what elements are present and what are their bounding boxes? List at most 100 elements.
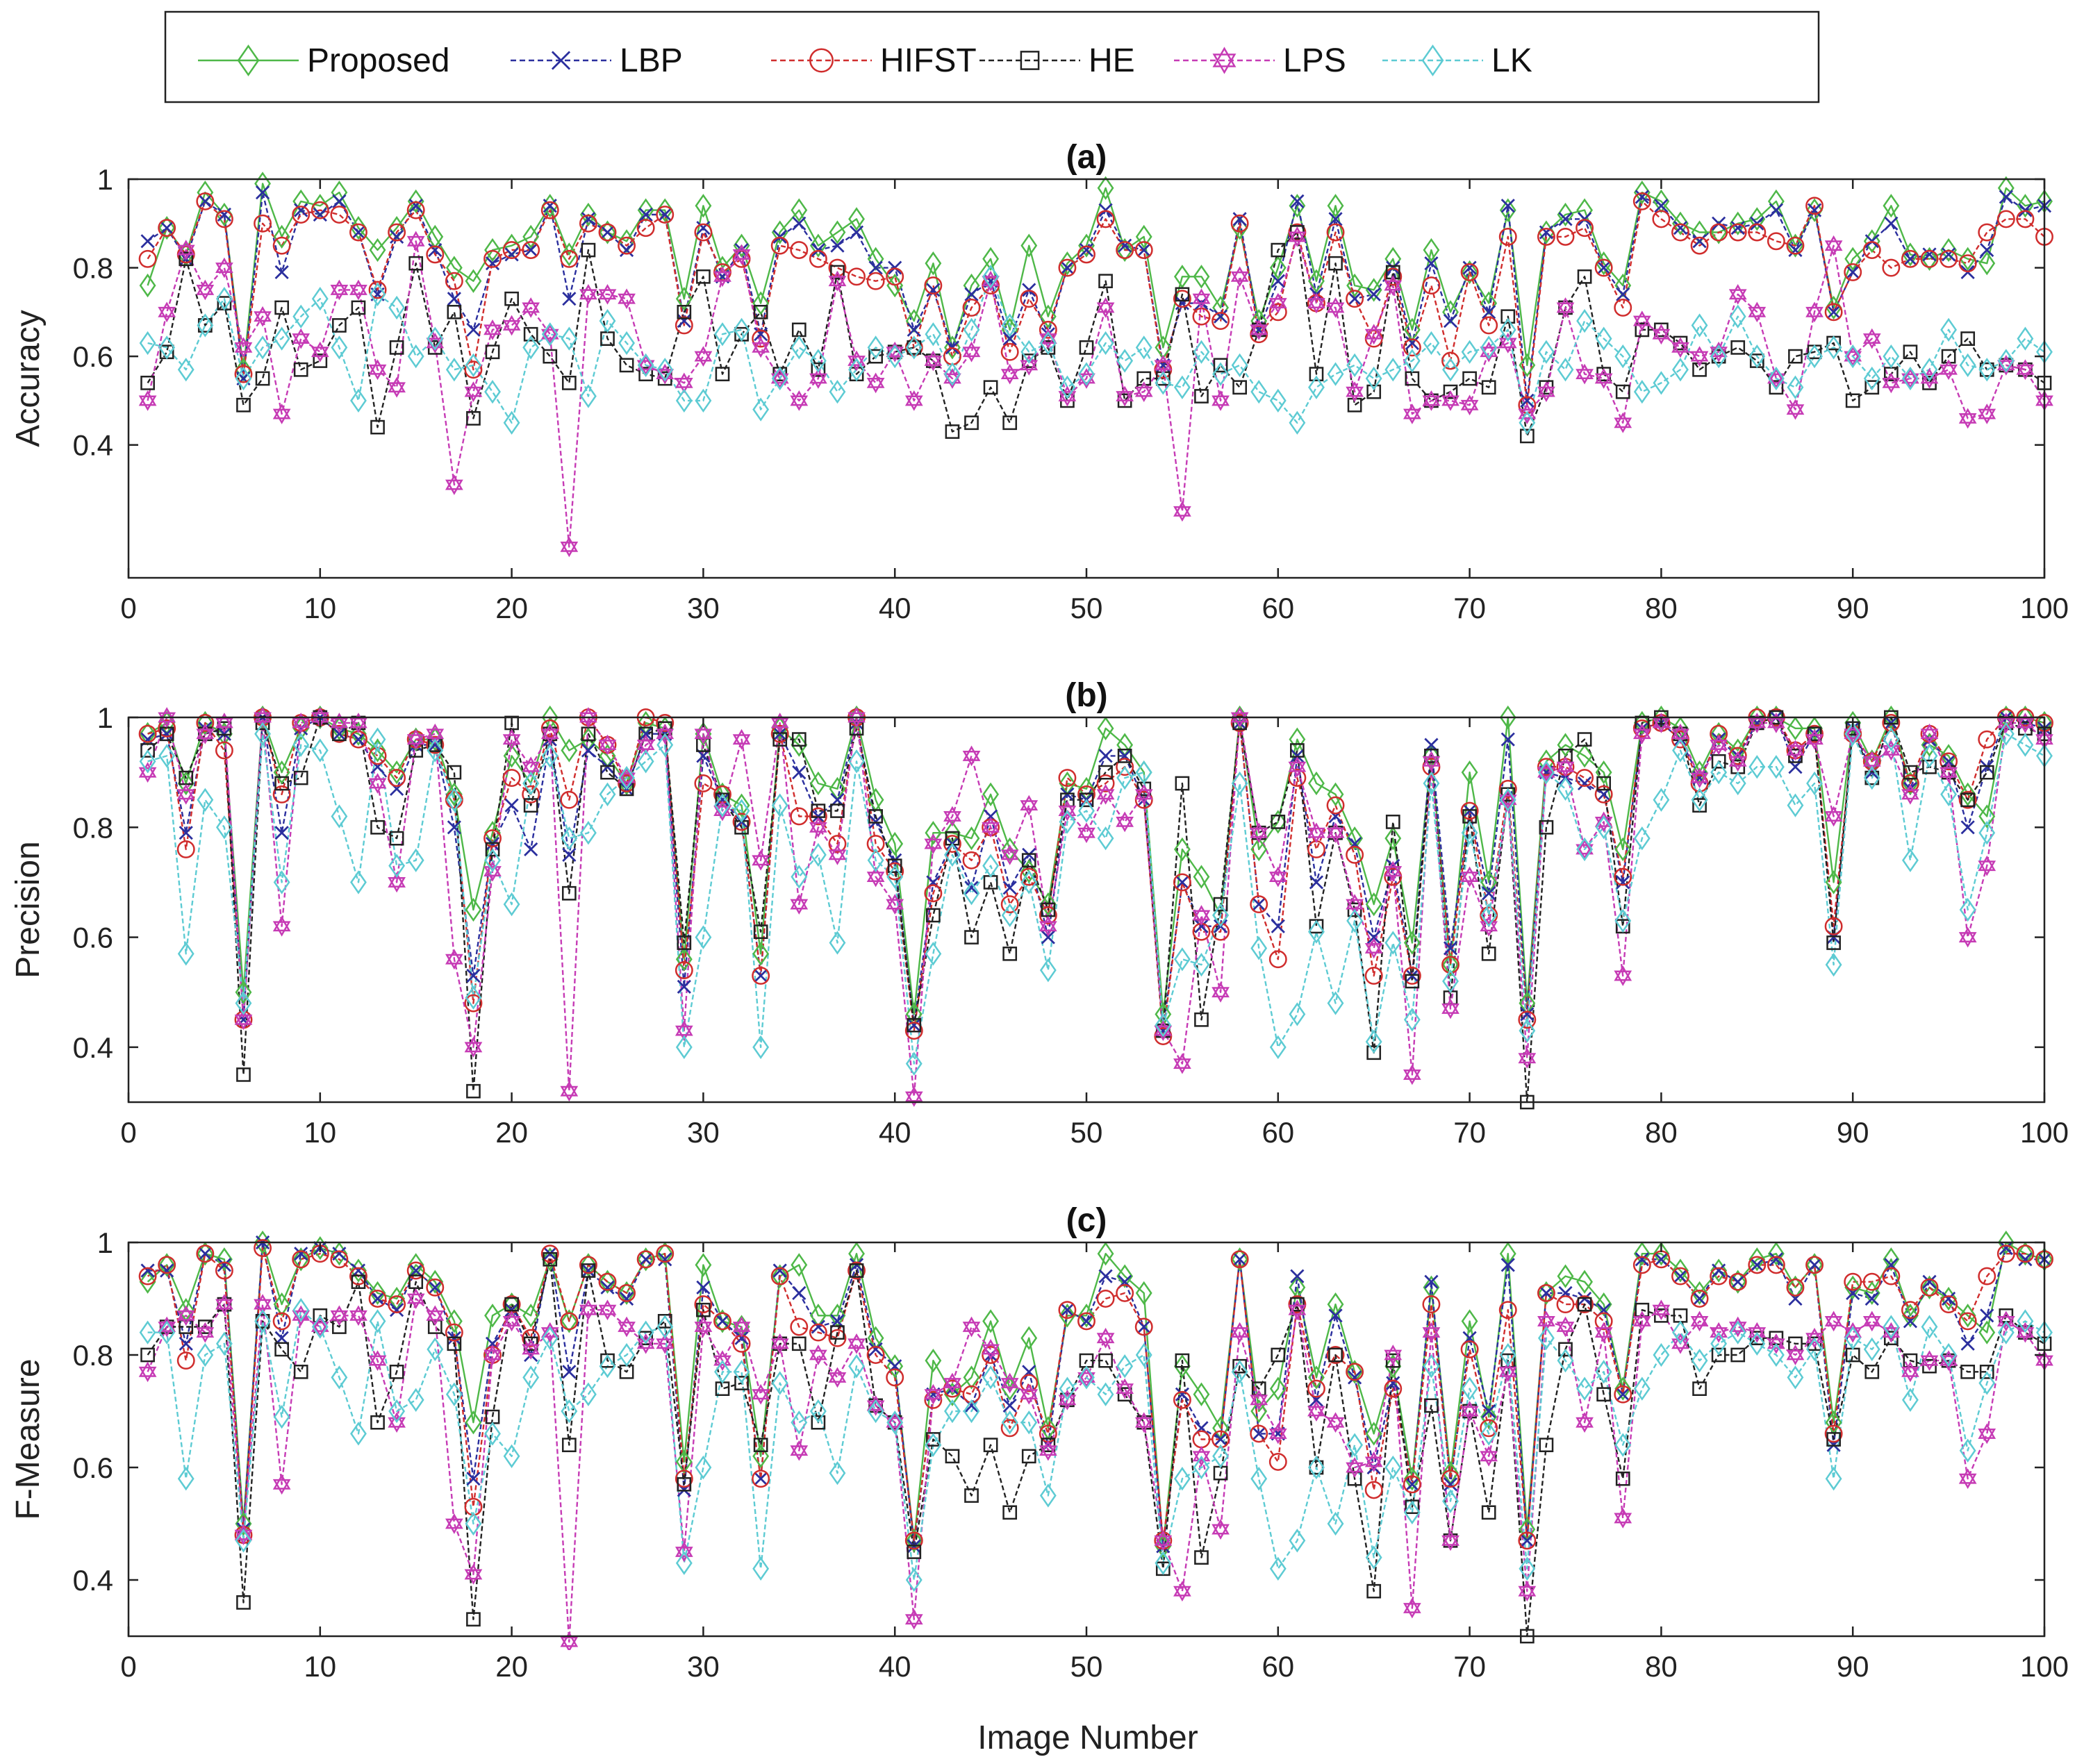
- data-point-lk: [1155, 1551, 1172, 1575]
- data-point-proposed: [1365, 892, 1382, 917]
- data-point-lbp: [1405, 335, 1419, 351]
- data-point-lk: [445, 788, 463, 812]
- data-point-lk: [1844, 722, 1862, 746]
- data-point-proposed: [369, 738, 386, 763]
- series-group: [138, 1230, 2053, 1650]
- data-point-proposed: [1116, 238, 1134, 263]
- data-point-lk: [1384, 358, 1402, 382]
- x-tick-label: 80: [1645, 1650, 1678, 1683]
- data-point-lk: [695, 925, 712, 949]
- data-point-lk: [1653, 371, 1670, 395]
- data-point-hifst: [1058, 258, 1077, 277]
- data-point-lk: [541, 322, 559, 347]
- data-point-lps: [158, 707, 176, 728]
- data-point-lbp: [1309, 875, 1324, 890]
- data-point-lps: [598, 1299, 617, 1321]
- data-point-lk: [791, 865, 808, 889]
- data-point-proposed: [522, 224, 540, 249]
- data-point-lps: [1460, 866, 1479, 888]
- data-point-lps: [886, 341, 904, 363]
- series-line-he: [147, 716, 2045, 1104]
- data-point-lk: [1537, 1326, 1555, 1350]
- data-point-hifst: [388, 223, 406, 242]
- data-point-he: [1692, 1381, 1707, 1396]
- data-point-lps: [292, 713, 311, 733]
- data-point-lbp: [715, 1314, 730, 1329]
- data-point-lps: [1556, 297, 1575, 318]
- data-point-lbp: [1960, 820, 1975, 835]
- data-point-lk: [579, 821, 597, 845]
- data-point-he: [1615, 1471, 1630, 1486]
- data-point-hifst: [1498, 227, 1517, 246]
- data-point-lk: [1346, 908, 1364, 933]
- data-point-lps: [1978, 1423, 1996, 1445]
- data-point-he: [236, 1067, 251, 1082]
- x-tick-label: 10: [304, 1650, 336, 1683]
- data-point-lk: [1308, 1455, 1325, 1480]
- data-point-he: [370, 419, 385, 435]
- data-point-lbp: [696, 1280, 711, 1295]
- data-point-he: [561, 376, 577, 390]
- data-point-lbp: [677, 313, 691, 328]
- data-point-lps: [982, 817, 1000, 838]
- data-point-lps: [636, 1333, 655, 1354]
- data-point-lbp: [1232, 1252, 1247, 1267]
- data-point-lbp: [1903, 251, 1918, 266]
- data-point-hifst: [1940, 249, 1958, 268]
- data-point-hifst: [752, 1470, 770, 1488]
- data-point-hifst: [1958, 254, 1977, 273]
- data-point-lk: [407, 344, 424, 369]
- data-point-proposed: [1787, 716, 1804, 740]
- series-line-lk: [147, 276, 2045, 424]
- data-point-proposed: [1001, 1376, 1018, 1401]
- data-point-hifst: [1594, 1312, 1613, 1331]
- panel-b-precision: 0 10 20 30 40 50 60 70 80 90 1000.40.60.81(b)Preci…: [10, 677, 2069, 1149]
- data-point-lbp: [140, 1263, 155, 1278]
- data-point-lbp: [658, 207, 672, 222]
- data-point-proposed: [465, 269, 482, 293]
- data-point-he: [408, 1274, 424, 1290]
- data-point-lbp: [1290, 1269, 1305, 1283]
- data-point-proposed: [2017, 1242, 2034, 1266]
- data-point-hifst: [1384, 867, 1403, 886]
- data-point-he: [466, 411, 481, 426]
- data-point-lps: [752, 849, 770, 871]
- series-line-hifst: [147, 200, 2045, 406]
- data-point-lk: [1365, 1545, 1382, 1570]
- data-point-he: [1826, 1432, 1841, 1447]
- data-point-lbp: [370, 1291, 385, 1306]
- x-tick-label: 70: [1453, 592, 1486, 624]
- data-point-proposed: [1423, 238, 1440, 263]
- data-point-lbp: [1424, 1274, 1439, 1289]
- data-point-he: [696, 269, 711, 284]
- data-point-hifst: [1211, 312, 1230, 331]
- data-point-lbp: [1500, 732, 1515, 747]
- data-point-lps: [1537, 381, 1555, 402]
- data-point-hifst: [579, 214, 597, 233]
- data-point-proposed: [579, 1253, 597, 1277]
- data-point-he: [485, 1409, 500, 1424]
- data-point-proposed: [1480, 291, 1498, 315]
- data-point-lk: [2017, 733, 2034, 757]
- data-point-lps: [1422, 1322, 1441, 1343]
- data-point-hifst: [1211, 922, 1230, 941]
- data-point-hifst: [1307, 1379, 1325, 1398]
- data-point-lps: [943, 1372, 961, 1394]
- data-point-lps: [1862, 1310, 1881, 1332]
- data-point-he: [1385, 815, 1400, 829]
- series-group: [138, 172, 2053, 558]
- data-point-hifst: [809, 1323, 827, 1342]
- data-point-proposed: [1423, 1275, 1440, 1299]
- data-point-hifst: [1710, 1267, 1728, 1285]
- data-point-proposed: [1557, 733, 1574, 757]
- data-point-hifst: [1441, 1470, 1459, 1488]
- data-point-he: [1864, 380, 1880, 395]
- data-point-lk: [350, 870, 367, 895]
- data-point-lps: [483, 319, 502, 340]
- data-point-he: [1539, 819, 1554, 835]
- data-point-lps: [1996, 1310, 2015, 1332]
- data-point-lps: [1556, 756, 1575, 778]
- data-point-lbp: [390, 229, 404, 244]
- data-point-hifst: [1862, 241, 1881, 259]
- panel-title: (a): [1066, 139, 1107, 176]
